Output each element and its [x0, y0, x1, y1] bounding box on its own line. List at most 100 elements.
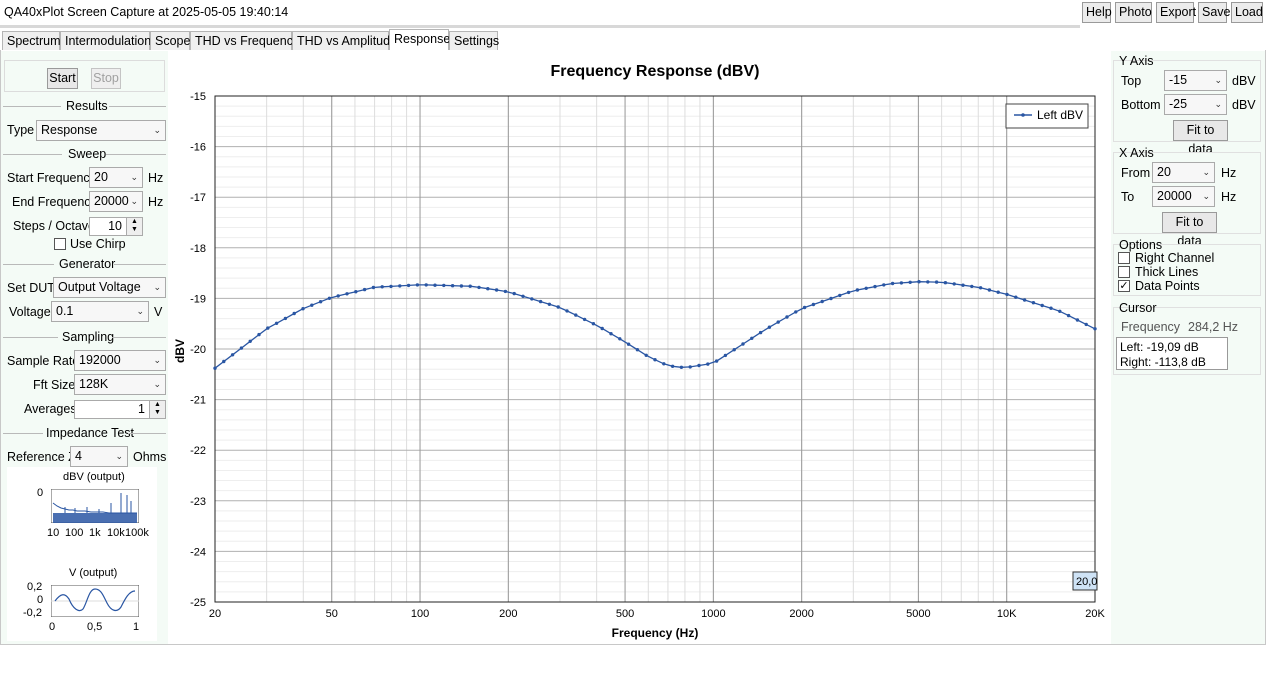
x-tick-label: 500: [616, 608, 634, 620]
chevron-down-icon: ⌄: [1214, 75, 1222, 85]
data-point: [565, 309, 569, 313]
export-button[interactable]: Export: [1156, 2, 1196, 23]
tab-settings[interactable]: Settings: [449, 31, 499, 51]
mini-scope-plot: V (output) 0,2 0 -0,2 0 0,5 1: [7, 565, 157, 641]
y-tick-label: -22: [190, 445, 206, 457]
averages-stepper[interactable]: 1 ▲ ▼: [74, 400, 166, 419]
tab-intermodulation[interactable]: Intermodulation: [60, 31, 151, 51]
y-tick-label: -24: [190, 546, 206, 558]
start-button[interactable]: Start: [47, 68, 78, 89]
data-point: [864, 286, 868, 290]
data-point: [820, 299, 824, 304]
chart-grid: [214, 95, 1096, 603]
data-point: [1031, 301, 1036, 305]
chevron-down-icon: ⌄: [153, 125, 161, 135]
tab-thd-vs-amplitude[interactable]: THD vs Amplitude: [292, 31, 397, 51]
sweep-divider: [106, 154, 166, 155]
steps-octave-stepper[interactable]: 10 ▲ ▼: [89, 217, 143, 236]
data-points-checkbox[interactable]: ✓: [1118, 280, 1130, 292]
fft-size-value: 128K: [79, 377, 109, 391]
cursor-right-readout: Right: -113,8 dB: [1120, 355, 1206, 369]
generator-divider: [3, 264, 54, 265]
data-point: [987, 288, 992, 292]
data-point: [996, 290, 1000, 294]
cursor-tag-text: 20,0: [1076, 576, 1097, 588]
data-point: [978, 286, 983, 290]
right-channel-checkbox[interactable]: [1118, 252, 1130, 264]
x-tick-label: 100: [411, 608, 429, 620]
photo-button[interactable]: Photo: [1115, 2, 1152, 23]
help-button[interactable]: Help: [1082, 2, 1112, 23]
mini-spectrum-title: dBV (output): [63, 471, 125, 483]
data-point: [855, 288, 860, 292]
y-fit-to-data-button[interactable]: Fit to data: [1173, 120, 1228, 156]
x-to-select[interactable]: 20000 ⌄: [1152, 186, 1215, 207]
data-point: [239, 346, 244, 350]
frequency-response-chart[interactable]: Frequency Response (dBV) -15 -16 -17 -18 -19…: [168, 51, 1111, 644]
data-point: [1049, 306, 1053, 310]
data-point: [706, 362, 710, 366]
tab-spectrum[interactable]: Spectrum: [2, 31, 61, 51]
stepper-arrows-icon[interactable]: ▲ ▼: [149, 401, 165, 418]
right-control-panel: Y Axis Top -15 ⌄ dBV Bottom -25 ⌄ dBV Fit …: [1111, 51, 1265, 644]
y-bottom-select[interactable]: -25 ⌄: [1164, 94, 1227, 115]
options-group: [1113, 244, 1261, 296]
data-point: [213, 366, 217, 370]
tab-thd-vs-frequency[interactable]: THD vs Frequency: [190, 31, 299, 51]
set-dut-label: Set DUT: [7, 281, 55, 295]
y-bottom-value: -25: [1169, 97, 1188, 111]
chevron-down-icon: ⌄: [130, 196, 138, 206]
data-point: [301, 307, 305, 311]
y-bottom-label: Bottom: [1121, 98, 1161, 112]
cursor-readout-box: Left: -19,09 dB Right: -113,8 dB: [1116, 337, 1228, 370]
data-point: [336, 294, 340, 298]
data-point: [961, 283, 965, 287]
x-fit-to-data-button[interactable]: Fit to data: [1162, 212, 1217, 248]
checkmark-icon: ✓: [1119, 280, 1129, 292]
voltage-select[interactable]: 0.1 ⌄: [51, 301, 149, 322]
type-label: Type: [7, 123, 35, 137]
stepper-arrows-icon[interactable]: ▲ ▼: [126, 218, 142, 235]
y-tick-label: -23: [190, 496, 206, 508]
data-point: [371, 285, 376, 290]
data-point: [653, 358, 657, 362]
sampling-divider: [112, 337, 166, 338]
data-point: [811, 302, 816, 307]
results-title: Results: [66, 99, 108, 113]
data-point: [266, 326, 270, 330]
y-top-select[interactable]: -15 ⌄: [1164, 70, 1227, 91]
data-point: [283, 316, 288, 321]
y-tick-label: -18: [190, 243, 206, 255]
tab-scope[interactable]: Scope: [150, 31, 190, 51]
data-point: [600, 326, 604, 331]
x-from-select[interactable]: 20 ⌄: [1152, 162, 1215, 183]
save-button[interactable]: Save: [1198, 2, 1231, 23]
data-point: [1022, 298, 1027, 302]
data-point: [415, 283, 420, 287]
load-button[interactable]: Load: [1231, 2, 1263, 23]
tab-response[interactable]: Response: [389, 29, 450, 51]
use-chirp-checkbox[interactable]: [54, 238, 66, 250]
stop-button[interactable]: Stop: [91, 68, 121, 89]
data-point: [1014, 295, 1018, 299]
y-top-value: -15: [1169, 73, 1188, 87]
start-frequency-select[interactable]: 20 ⌄: [89, 167, 143, 188]
set-dut-select[interactable]: Output Voltage ⌄: [53, 277, 166, 298]
end-frequency-select[interactable]: 20000 ⌄: [89, 191, 143, 212]
data-point: [362, 287, 367, 292]
data-point: [882, 283, 886, 287]
thick-lines-checkbox[interactable]: [1118, 266, 1130, 278]
results-divider: [109, 106, 166, 107]
data-point: [899, 281, 904, 285]
type-select[interactable]: Response ⌄: [36, 120, 166, 141]
fft-size-select[interactable]: 128K ⌄: [74, 374, 166, 395]
reference-z-select[interactable]: 4 ⌄: [70, 446, 128, 467]
mini-scope-xtick: 0: [49, 621, 56, 633]
generator-divider: [114, 264, 166, 265]
sample-rate-select[interactable]: 192000 ⌄: [74, 350, 166, 371]
chart-area: Frequency Response (dBV) -15 -16 -17 -18 -19…: [168, 51, 1111, 644]
y-tick-label: -20: [190, 344, 206, 356]
chart-legend: Left dBV: [1005, 103, 1089, 129]
y-top-unit: dBV: [1232, 74, 1256, 88]
